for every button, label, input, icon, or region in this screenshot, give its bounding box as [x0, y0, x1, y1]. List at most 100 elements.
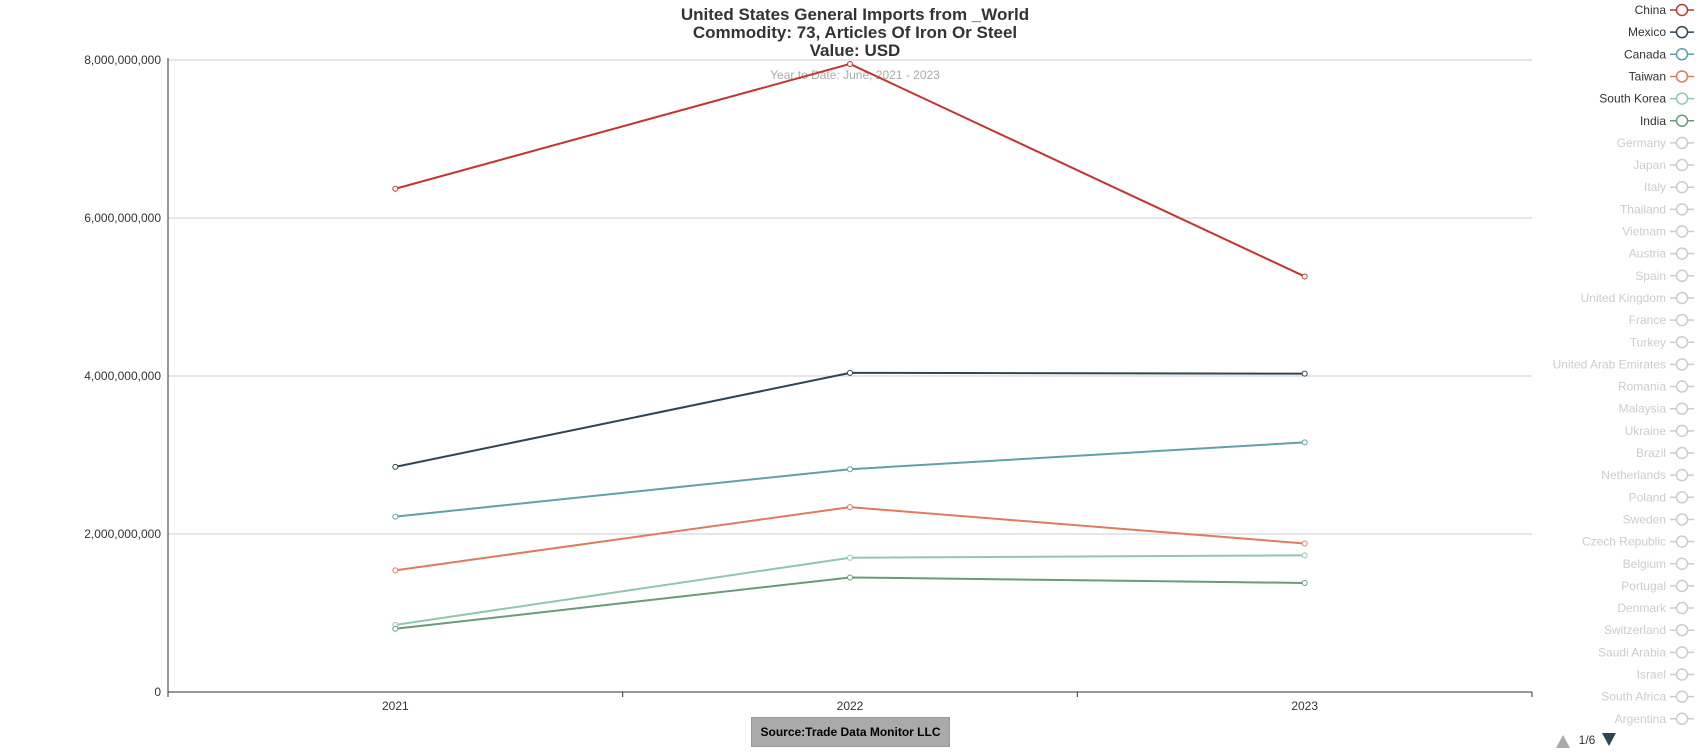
series-mexico — [392, 369, 1308, 470]
legend-label: Czech Republic — [1582, 535, 1666, 549]
legend-marker-icon — [1675, 623, 1689, 637]
legend-marker-icon — [1675, 646, 1689, 659]
legend-item-mexico[interactable]: Mexico — [1628, 25, 1694, 39]
legend-item-switzerland[interactable]: Switzerland — [1604, 623, 1694, 637]
legend-marker-icon — [1675, 247, 1689, 260]
data-point[interactable] — [847, 466, 853, 473]
data-point[interactable] — [392, 567, 399, 574]
legend-label: Switzerland — [1604, 623, 1666, 637]
legend-item-israel[interactable]: Israel — [1637, 668, 1694, 682]
legend-label: Thailand — [1620, 202, 1666, 216]
legend-label: Vietnam — [1622, 225, 1666, 239]
legend-item-south-korea[interactable]: South Korea — [1599, 92, 1694, 106]
legend-item-canada[interactable]: Canada — [1624, 47, 1694, 61]
legend-item-ukraine[interactable]: Ukraine — [1625, 424, 1694, 438]
data-point[interactable] — [392, 625, 399, 632]
data-point[interactable] — [392, 463, 399, 470]
legend-marker-icon — [1675, 3, 1689, 17]
data-point[interactable] — [1301, 273, 1308, 280]
legend-item-spain[interactable]: Spain — [1635, 269, 1694, 283]
data-point[interactable] — [847, 369, 853, 376]
legend-marker-icon — [1675, 92, 1689, 105]
legend-item-poland[interactable]: Poland — [1629, 490, 1694, 504]
legend-label: South Africa — [1601, 690, 1666, 704]
data-point[interactable] — [847, 574, 853, 581]
legend-item-sweden[interactable]: Sweden — [1623, 512, 1694, 526]
source-label: Source:Trade Data Monitor LLC — [751, 717, 950, 747]
legend-item-vietnam[interactable]: Vietnam — [1622, 225, 1694, 239]
grid-lines — [168, 59, 1532, 535]
data-point[interactable] — [847, 60, 853, 67]
data-point[interactable] — [1301, 370, 1308, 377]
legend-label: Ukraine — [1625, 424, 1667, 438]
legend-item-romania[interactable]: Romania — [1618, 380, 1694, 394]
legend-marker-icon — [1675, 225, 1689, 238]
y-tick-label: 8,000,000,000 — [84, 53, 161, 67]
legend-label: Malaysia — [1619, 402, 1667, 416]
legend-item-south-africa[interactable]: South Africa — [1601, 690, 1694, 704]
data-point[interactable] — [1301, 552, 1308, 559]
legend-marker-icon — [1675, 601, 1689, 615]
chart-title-line: Value: USD — [810, 41, 901, 60]
legend-marker-icon — [1675, 402, 1689, 415]
legend-item-belgium[interactable]: Belgium — [1623, 557, 1694, 571]
data-point[interactable] — [1301, 540, 1308, 547]
legend-item-brazil[interactable]: Brazil — [1636, 446, 1694, 460]
legend-item-india[interactable]: India — [1640, 114, 1694, 128]
legend-label: Saudi Arabia — [1598, 645, 1666, 659]
legend[interactable]: China Mexico Canada Taiwan South Korea India G… — [1553, 3, 1694, 726]
legend-label: Sweden — [1623, 512, 1666, 526]
legend-item-united-arab-emirates[interactable]: United Arab Emirates — [1553, 357, 1694, 371]
legend-marker-icon — [1675, 535, 1689, 548]
series-line — [395, 576, 1305, 630]
data-point[interactable] — [392, 513, 399, 520]
series-line — [395, 62, 1306, 278]
legend-item-china[interactable]: China — [1635, 3, 1694, 17]
legend-marker-icon — [1675, 313, 1689, 327]
legend-item-united-kingdom[interactable]: United Kingdom — [1581, 291, 1694, 305]
legend-label: India — [1640, 114, 1666, 128]
legend-item-denmark[interactable]: Denmark — [1617, 601, 1694, 615]
legend-item-malaysia[interactable]: Malaysia — [1619, 402, 1694, 416]
legend-item-france[interactable]: France — [1629, 313, 1694, 327]
legend-label: France — [1629, 313, 1667, 327]
legend-item-turkey[interactable]: Turkey — [1630, 335, 1694, 349]
legend-label: Germany — [1617, 136, 1666, 150]
data-point[interactable] — [847, 554, 853, 561]
legend-item-japan[interactable]: Japan — [1633, 158, 1694, 172]
y-axis: 0 2,000,000,000 4,000,000,000 6,000,000,000… — [84, 53, 169, 699]
legend-label: Romania — [1618, 380, 1666, 394]
legend-marker-icon — [1675, 358, 1689, 371]
legend-pager[interactable]: 1/6 — [1556, 733, 1616, 748]
legend-item-portugal[interactable]: Portugal — [1621, 579, 1694, 593]
legend-label: Brazil — [1636, 446, 1666, 460]
x-axis: 2021 2022 2023 — [167, 691, 1533, 713]
data-point[interactable] — [1301, 439, 1308, 446]
legend-label: Portugal — [1621, 579, 1666, 593]
legend-item-thailand[interactable]: Thailand — [1620, 202, 1694, 216]
legend-label: Denmark — [1617, 601, 1667, 615]
data-point[interactable] — [1301, 579, 1308, 586]
legend-label: Belgium — [1623, 557, 1666, 571]
legend-marker-icon — [1675, 136, 1689, 150]
page-down-icon[interactable] — [1602, 733, 1616, 746]
data-point[interactable] — [847, 504, 853, 511]
legend-item-italy[interactable]: Italy — [1644, 180, 1694, 194]
legend-item-taiwan[interactable]: Taiwan — [1629, 69, 1694, 83]
x-tick-label: 2021 — [382, 699, 409, 713]
legend-item-austria[interactable]: Austria — [1629, 247, 1694, 261]
y-tick-label: 6,000,000,000 — [84, 211, 161, 225]
legend-marker-icon — [1675, 557, 1689, 570]
x-tick-label: 2022 — [837, 699, 864, 713]
legend-item-saudi-arabia[interactable]: Saudi Arabia — [1598, 645, 1694, 659]
page-up-icon[interactable] — [1556, 735, 1570, 748]
legend-item-czech-republic[interactable]: Czech Republic — [1582, 535, 1694, 549]
data-point[interactable] — [392, 185, 399, 192]
y-tick-label: 0 — [154, 685, 161, 699]
legend-label: Mexico — [1628, 25, 1666, 39]
legend-item-argentina[interactable]: Argentina — [1615, 712, 1694, 726]
series-lines — [392, 60, 1308, 632]
legend-item-germany[interactable]: Germany — [1617, 136, 1694, 150]
legend-item-netherlands[interactable]: Netherlands — [1601, 468, 1694, 482]
